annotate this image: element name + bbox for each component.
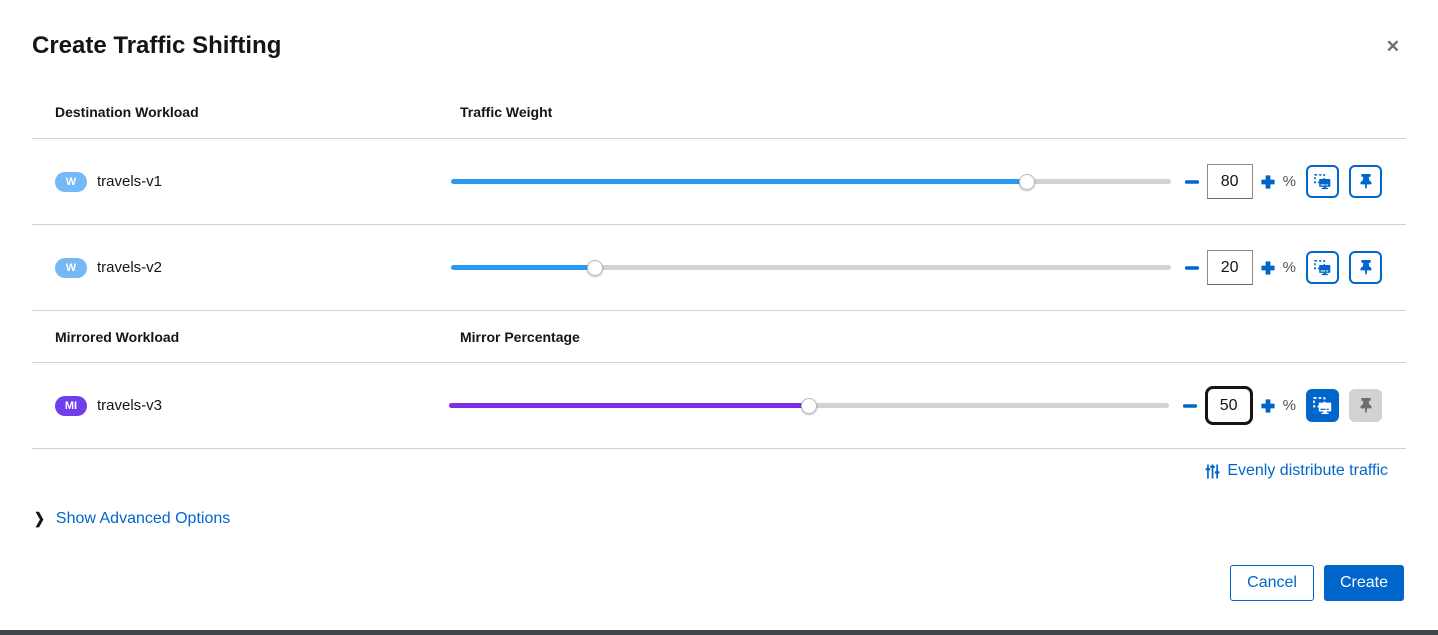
mirror-toggle-button[interactable] — [1306, 251, 1339, 284]
chevron-right-icon[interactable]: ❯ — [34, 509, 45, 528]
distribute-row: Evenly distribute traffic — [32, 449, 1406, 480]
plus-icon — [1261, 174, 1275, 189]
modal-header: Create Traffic Shifting ✕ — [32, 0, 1406, 62]
column-header-traffic-weight: Traffic Weight — [460, 104, 553, 120]
pin-icon — [1359, 260, 1372, 275]
mirror-icon — [1313, 396, 1332, 414]
column-header-destination-workload: Destination Workload — [55, 104, 199, 120]
traffic-weight-slider[interactable] — [450, 173, 1171, 190]
percent-sign: % — [1282, 397, 1296, 414]
mirror-icon — [1314, 259, 1331, 275]
traffic-weight-cell: % — [450, 250, 1406, 285]
show-advanced-options-link[interactable]: Show Advanced Options — [56, 510, 230, 528]
traffic-table-header: Destination Workload Traffic Weight — [32, 62, 1406, 139]
page-title: Create Traffic Shifting — [32, 32, 282, 59]
column-header-mirror-percentage: Mirror Percentage — [460, 328, 580, 345]
slider-rail[interactable] — [450, 265, 1171, 270]
minus-icon — [1184, 179, 1199, 184]
mirrored-badge: MI — [55, 395, 87, 416]
create-traffic-shifting-modal: Create Traffic Shifting ✕ Destination Wo… — [32, 0, 1406, 528]
pin-button-disabled — [1349, 389, 1382, 422]
increment-button[interactable] — [1260, 260, 1276, 276]
pin-icon — [1359, 398, 1372, 413]
bottom-bar — [0, 630, 1438, 635]
mirror-icon — [1314, 173, 1331, 189]
workload-name: travels-v3 — [97, 397, 163, 414]
mirror-toggle-button[interactable] — [1306, 165, 1339, 198]
modal-footer: Cancel Create — [1230, 565, 1404, 601]
mirror-percentage-slider[interactable] — [448, 397, 1169, 414]
mirror-percentage-cell: % — [448, 386, 1406, 425]
workload-badge: W — [55, 171, 87, 192]
show-advanced-options-label: Show Advanced Options — [55, 510, 231, 527]
slider-rail[interactable] — [450, 179, 1171, 184]
equalizer-icon — [1205, 464, 1220, 478]
minus-icon — [1182, 403, 1197, 408]
cancel-button[interactable]: Cancel — [1230, 565, 1314, 601]
workload-cell: MI travels-v3 — [32, 395, 449, 416]
advanced-options-row: ❯ Show Advanced Options — [34, 510, 1406, 528]
table-row-travels-v3: MI travels-v3 % — [32, 363, 1406, 449]
table-row-travels-v1: W travels-v1 % — [32, 139, 1406, 225]
plus-icon — [1261, 398, 1275, 413]
weight-input[interactable] — [1206, 250, 1253, 285]
minus-icon — [1184, 265, 1199, 270]
slider-thumb[interactable] — [1018, 173, 1035, 190]
percent-sign: % — [1282, 173, 1296, 190]
weight-input-focused[interactable] — [1204, 386, 1253, 425]
decrement-button[interactable] — [1184, 174, 1200, 190]
pin-button[interactable] — [1349, 251, 1382, 284]
pin-button[interactable] — [1349, 165, 1382, 198]
increment-button[interactable] — [1260, 398, 1276, 414]
evenly-distribute-link[interactable]: Evenly distribute traffic — [1205, 462, 1388, 480]
weight-input[interactable] — [1206, 164, 1253, 199]
workload-name: travels-v1 — [97, 173, 163, 190]
slider-fill — [450, 179, 1027, 184]
create-button[interactable]: Create — [1323, 565, 1404, 601]
pin-icon — [1359, 174, 1372, 189]
traffic-weight-slider[interactable] — [450, 259, 1171, 276]
close-icon[interactable]: ✕ — [1382, 34, 1404, 59]
workload-badge: W — [55, 257, 87, 278]
workload-cell: W travels-v2 — [32, 257, 451, 278]
evenly-distribute-label: Evenly distribute traffic — [1227, 462, 1388, 479]
table-row-travels-v2: W travels-v2 % — [32, 225, 1406, 311]
workload-name: travels-v2 — [97, 259, 163, 276]
percent-sign: % — [1282, 259, 1296, 276]
traffic-weight-cell: % — [450, 164, 1406, 199]
mirror-table-header: Mirrored Workload Mirror Percentage — [32, 311, 1406, 363]
mirror-toggle-button-active[interactable] — [1306, 389, 1339, 422]
slider-thumb[interactable] — [800, 397, 817, 414]
column-header-mirrored-workload: Mirrored Workload — [55, 328, 180, 345]
slider-fill — [450, 265, 595, 270]
decrement-button[interactable] — [1182, 398, 1198, 414]
plus-icon — [1261, 260, 1275, 275]
slider-fill — [448, 403, 809, 408]
increment-button[interactable] — [1260, 174, 1276, 190]
decrement-button[interactable] — [1184, 260, 1200, 276]
workload-cell: W travels-v1 — [32, 171, 451, 192]
slider-thumb[interactable] — [586, 259, 603, 276]
